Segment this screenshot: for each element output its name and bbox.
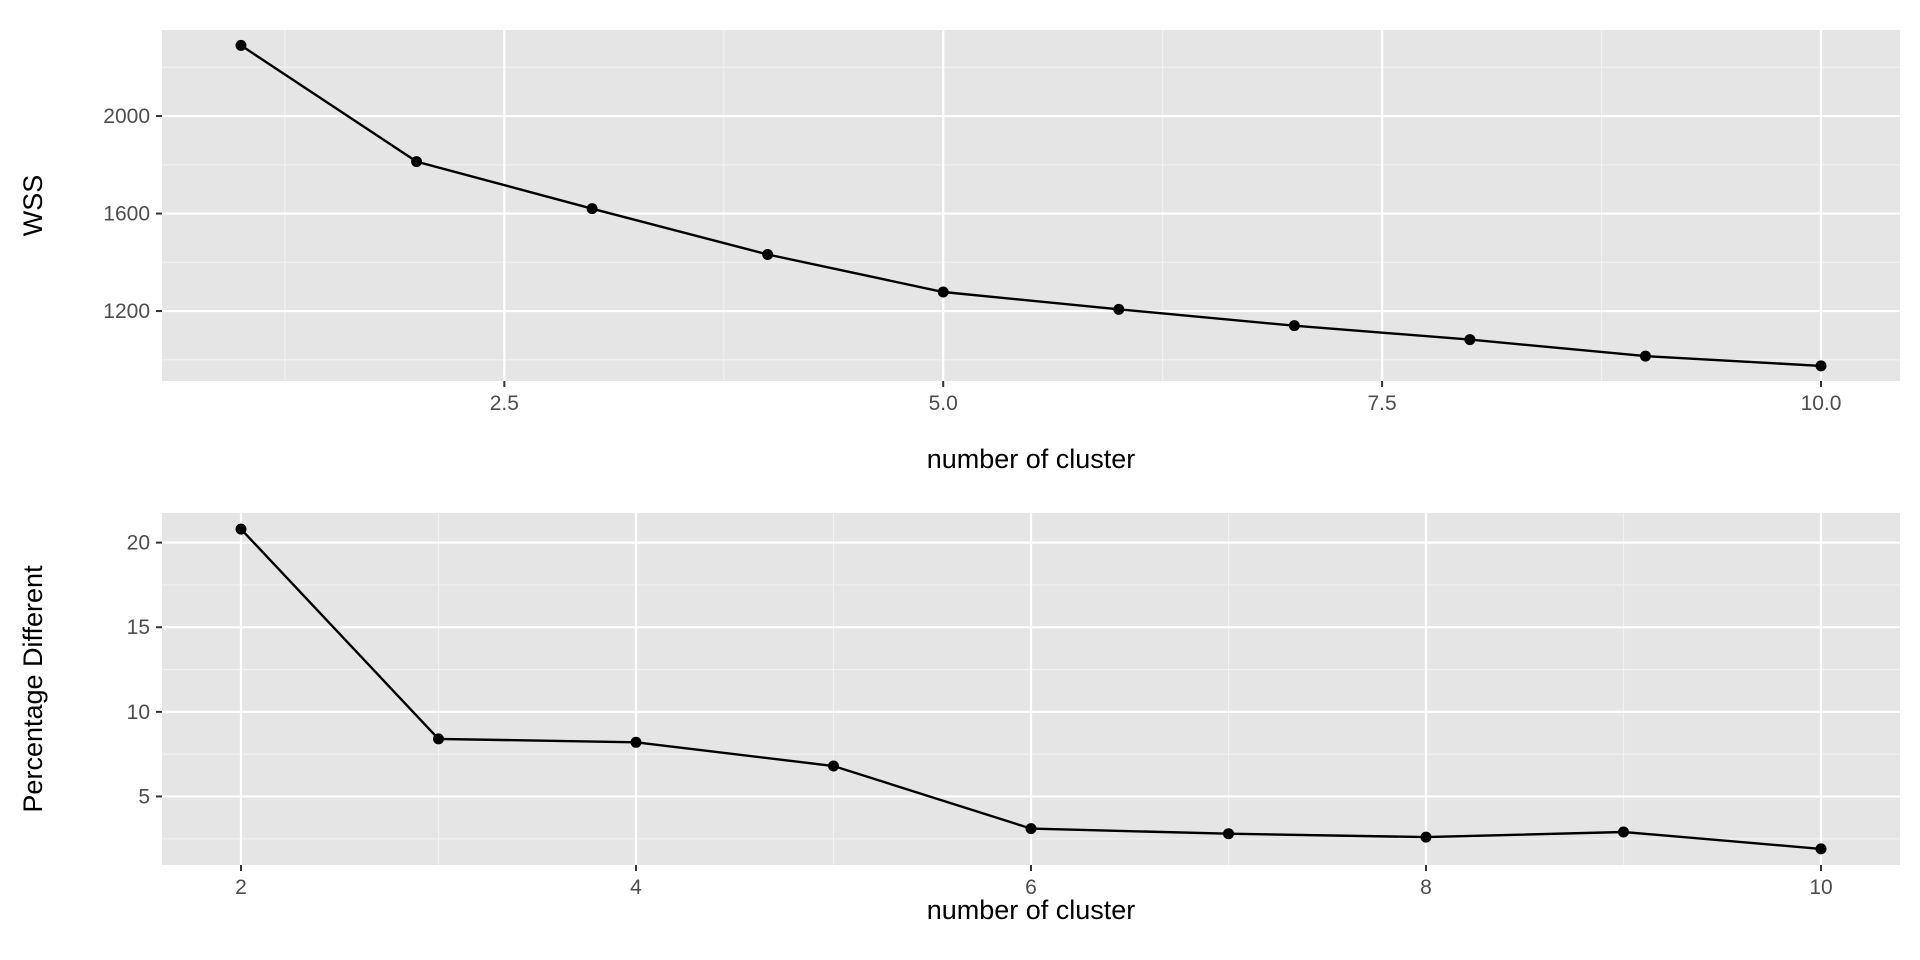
data-point: [1815, 843, 1827, 855]
data-point: [433, 733, 444, 745]
data-point: [235, 523, 247, 535]
percentage-different-chart-panel: 5 10 15 20 2 4 6 8 10 number of cluster Percentage…: [18, 513, 1900, 925]
data-point: [411, 156, 423, 168]
plot-panel-background: [162, 30, 1900, 381]
x-tick-label: 7.5: [1368, 392, 1397, 415]
data-point: [1025, 823, 1037, 835]
y-tick-label: 20: [127, 532, 150, 555]
data-point: [1639, 350, 1651, 362]
data-point: [937, 286, 949, 298]
data-point: [1223, 828, 1234, 840]
x-tick-label: 6: [1025, 876, 1037, 899]
data-point: [1464, 334, 1476, 346]
y-tick-label: 10: [127, 701, 150, 724]
x-tick-label: 10: [1809, 876, 1832, 899]
y-axis-title: WSS: [18, 175, 48, 237]
wss-chart-panel: 1200 1600 2000 2.5 5.0 7.5 10.0 number of clust…: [18, 30, 1900, 474]
data-point: [1113, 303, 1125, 315]
series-line: [240, 44, 1822, 368]
data-point: [630, 736, 642, 748]
x-tick-label: 2.5: [490, 392, 519, 415]
data-point: [586, 203, 598, 215]
y-tick-label: 2000: [103, 105, 150, 128]
y-tick-label: 1200: [103, 300, 150, 323]
data-point: [1618, 826, 1629, 838]
data-point: [1420, 831, 1432, 843]
y-axis-title: Percentage Different: [18, 565, 48, 813]
data-point: [828, 760, 839, 772]
x-axis-title: number of cluster: [927, 444, 1136, 474]
y-tick-label: 5: [138, 785, 150, 808]
x-tick-label: 2: [235, 876, 247, 899]
data-point: [1815, 360, 1827, 372]
y-tick-label: 15: [127, 616, 150, 639]
y-tick-label: 1600: [103, 203, 150, 226]
data-point: [1288, 320, 1300, 332]
x-axis-title: number of cluster: [927, 895, 1136, 925]
data-point: [235, 39, 247, 51]
data-point: [762, 248, 774, 260]
x-tick-label: 5.0: [929, 392, 958, 415]
x-tick-label: 4: [630, 876, 642, 899]
x-tick-label: 10.0: [1801, 392, 1842, 415]
x-tick-label: 8: [1420, 876, 1432, 899]
